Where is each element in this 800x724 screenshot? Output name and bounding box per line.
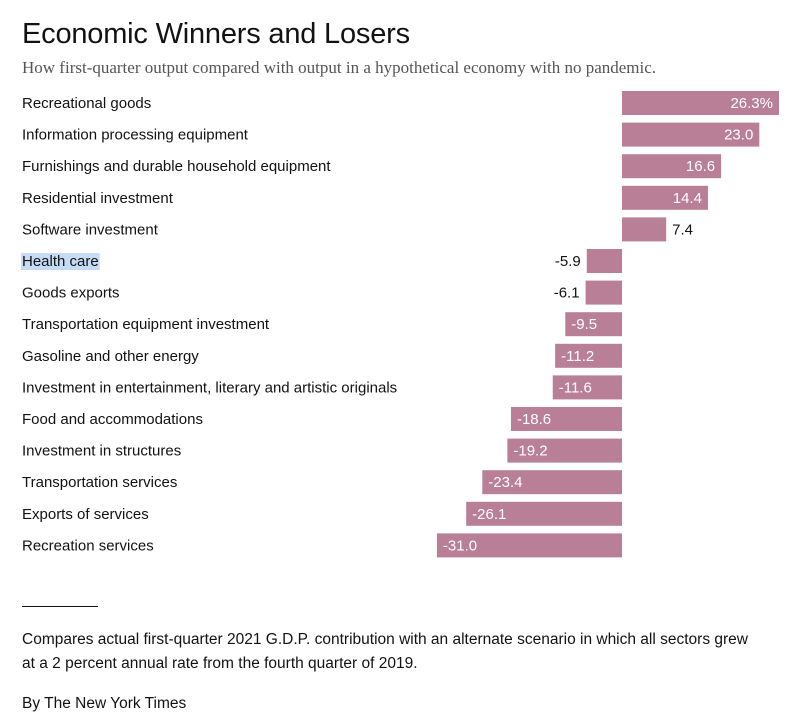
- category-label: Transportation equipment investment: [22, 316, 270, 333]
- text-selection-highlight: [21, 253, 100, 270]
- value-label: 16.6: [686, 158, 715, 175]
- value-label: 14.4: [673, 190, 702, 207]
- bar: [586, 249, 622, 273]
- value-label: -9.5: [571, 316, 597, 333]
- bar: [507, 438, 622, 463]
- bar: [585, 280, 622, 305]
- bar: [622, 122, 760, 147]
- category-label: Software investment: [22, 221, 159, 238]
- value-label: -18.6: [517, 411, 551, 428]
- category-label: Gasoline and other energy: [22, 348, 199, 365]
- value-label: 7.4: [672, 221, 693, 238]
- value-label: -11.2: [561, 348, 594, 365]
- category-label: Furnishings and durable household equipm…: [22, 158, 331, 175]
- value-label: 23.0: [724, 127, 753, 144]
- category-label: Health care: [22, 253, 99, 270]
- bar: [555, 343, 622, 368]
- bar: [565, 312, 622, 337]
- value-label: 26.3%: [730, 95, 773, 112]
- value-label: -11.6: [559, 379, 592, 396]
- bar: [622, 91, 780, 115]
- category-label: Transportation services: [22, 474, 177, 491]
- chart-subtitle: How first-quarter output compared with o…: [22, 58, 657, 77]
- value-label: -6.1: [554, 285, 580, 302]
- value-label: -31.0: [443, 537, 477, 554]
- bar: [436, 533, 622, 558]
- credit-line: By The New York Times: [22, 695, 187, 712]
- category-label: Recreational goods: [22, 95, 151, 112]
- bar: [622, 154, 722, 179]
- bar: [482, 470, 622, 495]
- bar: [552, 375, 622, 400]
- value-label: -19.2: [513, 443, 547, 460]
- footnote-divider: [22, 606, 98, 607]
- category-label: Exports of services: [22, 506, 149, 523]
- category-label: Food and accommodations: [22, 411, 203, 428]
- methodology-note: Compares actual first-quarter 2021 G.D.P…: [22, 631, 748, 672]
- category-label: Investment in entertainment, literary an…: [22, 379, 397, 396]
- category-label: Recreation services: [22, 537, 154, 554]
- category-label: Residential investment: [22, 190, 174, 207]
- bar-chart: Recreational goods 26.3% Information proce…: [21, 91, 780, 558]
- bar: [622, 217, 667, 242]
- category-label: Information processing equipment: [22, 127, 249, 144]
- value-label: -26.1: [472, 506, 506, 523]
- value-label: -23.4: [488, 474, 522, 491]
- category-label: Investment in structures: [22, 443, 181, 460]
- chart-title: Economic Winners and Losers: [22, 18, 410, 50]
- bar: [466, 501, 622, 526]
- value-label: -5.9: [555, 253, 581, 270]
- bar: [622, 185, 708, 210]
- bar: [510, 407, 622, 431]
- category-label: Goods exports: [22, 285, 120, 302]
